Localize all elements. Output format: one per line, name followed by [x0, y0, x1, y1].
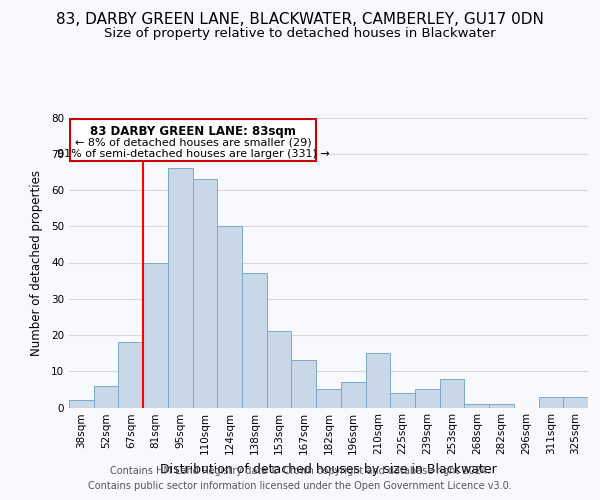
Bar [539, 396, 563, 407]
Bar [415, 390, 440, 407]
Bar [217, 226, 242, 408]
Y-axis label: Number of detached properties: Number of detached properties [29, 170, 43, 356]
Text: ← 8% of detached houses are smaller (29): ← 8% of detached houses are smaller (29) [75, 138, 311, 147]
Bar [464, 404, 489, 407]
Bar [242, 274, 267, 407]
Bar [292, 360, 316, 408]
Text: Size of property relative to detached houses in Blackwater: Size of property relative to detached ho… [104, 28, 496, 40]
Text: 83, DARBY GREEN LANE, BLACKWATER, CAMBERLEY, GU17 0DN: 83, DARBY GREEN LANE, BLACKWATER, CAMBER… [56, 12, 544, 28]
Bar [316, 390, 341, 407]
Bar [69, 400, 94, 407]
Bar [390, 393, 415, 407]
Bar [70, 120, 316, 161]
Bar [440, 378, 464, 408]
Text: Contains public sector information licensed under the Open Government Licence v3: Contains public sector information licen… [88, 481, 512, 491]
Text: Contains HM Land Registry data © Crown copyright and database right 2024.: Contains HM Land Registry data © Crown c… [110, 466, 490, 476]
Bar [168, 168, 193, 408]
Bar [193, 179, 217, 408]
Bar [365, 353, 390, 408]
Bar [143, 262, 168, 408]
Bar [118, 342, 143, 407]
Bar [489, 404, 514, 407]
Bar [94, 386, 118, 407]
X-axis label: Distribution of detached houses by size in Blackwater: Distribution of detached houses by size … [160, 463, 497, 476]
Bar [267, 332, 292, 407]
Text: 83 DARBY GREEN LANE: 83sqm: 83 DARBY GREEN LANE: 83sqm [90, 125, 296, 138]
Text: 91% of semi-detached houses are larger (331) →: 91% of semi-detached houses are larger (… [57, 149, 329, 159]
Bar [563, 396, 588, 407]
Bar [341, 382, 365, 407]
